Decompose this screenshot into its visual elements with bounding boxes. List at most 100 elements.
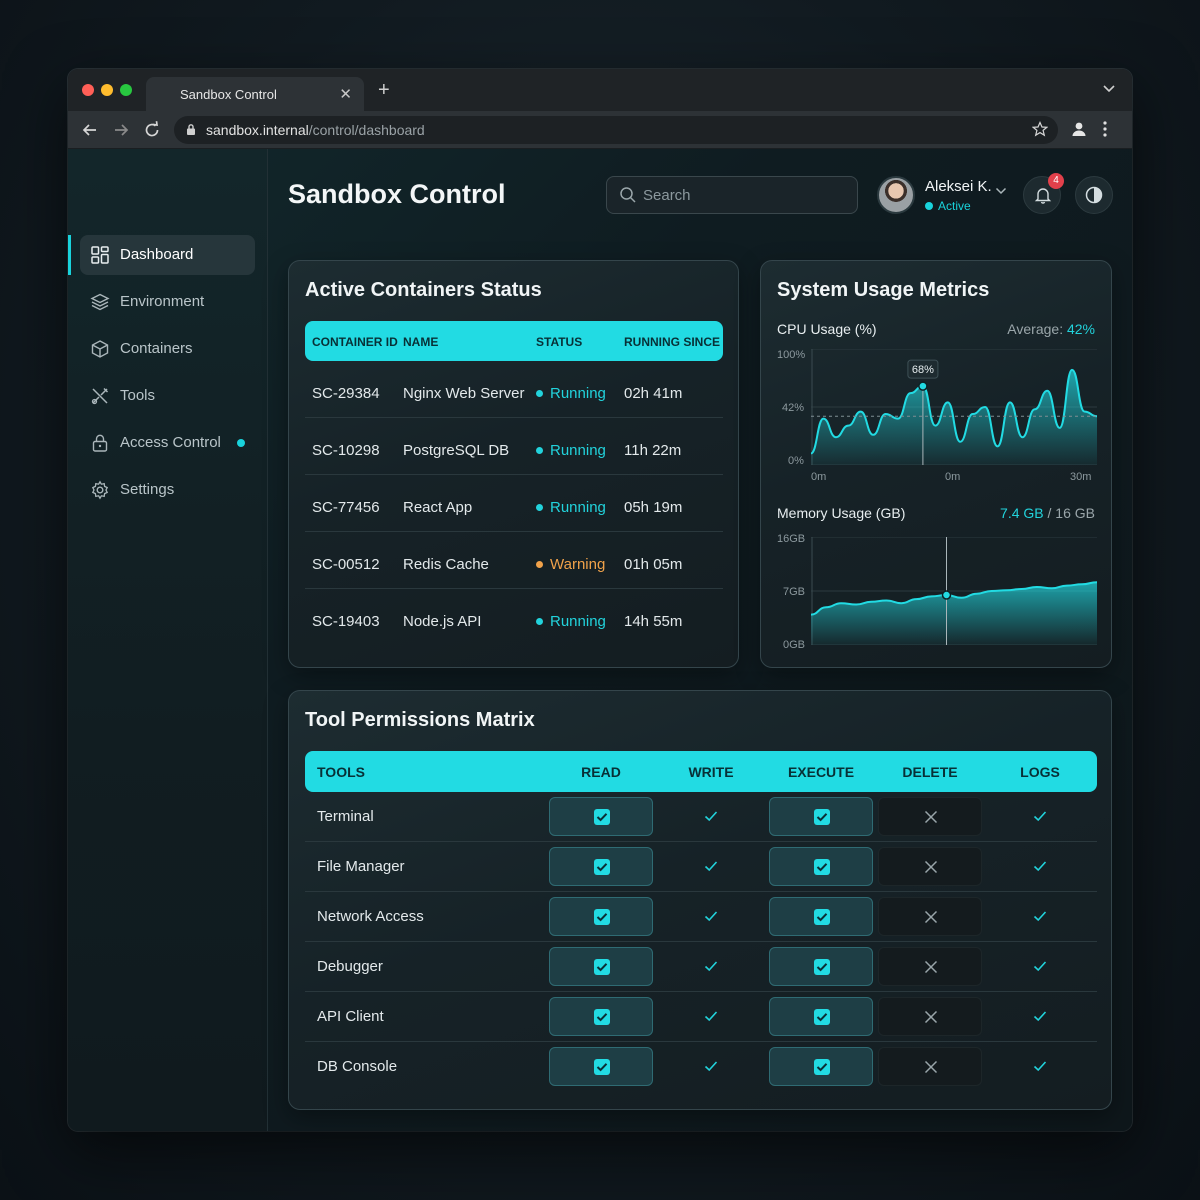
url-field[interactable]: sandbox.internal/control/dashboard bbox=[174, 116, 1058, 144]
sidebar-item-label: Access Control bbox=[120, 434, 221, 451]
container-name: PostgreSQL DB bbox=[403, 442, 510, 459]
tool-name: DB Console bbox=[317, 1058, 398, 1075]
bookmark-star-icon[interactable] bbox=[1032, 121, 1048, 137]
table-row[interactable]: SC-77456 React App Running 05h 19m bbox=[305, 475, 723, 532]
sidebar: Dashboard Environment Containers Tools A… bbox=[68, 149, 268, 1131]
permission-toggle-delete[interactable] bbox=[878, 947, 982, 986]
search-box[interactable] bbox=[606, 176, 858, 214]
container-id: SC-00512 bbox=[312, 556, 380, 573]
permission-checkbox-read[interactable] bbox=[549, 947, 653, 986]
tool-name: Debugger bbox=[317, 958, 383, 975]
containers-card: Active Containers Status CONTAINER ID NA… bbox=[288, 260, 739, 668]
avatar[interactable] bbox=[877, 176, 915, 214]
checkbox-checked-icon bbox=[814, 1009, 830, 1025]
table-row[interactable]: SC-10298 PostgreSQL DB Running 11h 22m bbox=[305, 418, 723, 475]
profile-icon[interactable] bbox=[1070, 120, 1088, 138]
permission-checkbox-execute[interactable] bbox=[769, 997, 873, 1036]
column-header[interactable]: CONTAINER ID bbox=[312, 335, 398, 349]
sidebar-item-dashboard[interactable]: Dashboard bbox=[80, 235, 255, 275]
permission-checkbox-read[interactable] bbox=[549, 1047, 653, 1086]
cpu-usage-label: CPU Usage (%) bbox=[777, 321, 877, 337]
browser-tab[interactable]: Sandbox Control ✕ bbox=[146, 77, 364, 111]
column-header[interactable]: EXECUTE bbox=[787, 764, 855, 780]
tab-list-chevron-icon[interactable] bbox=[1102, 83, 1116, 93]
permission-toggle-logs[interactable] bbox=[988, 847, 1092, 886]
sidebar-item-tools[interactable]: Tools bbox=[80, 376, 255, 416]
user-name[interactable]: Aleksei K. bbox=[925, 178, 992, 195]
url-path: /control/dashboard bbox=[308, 122, 425, 138]
permission-checkbox-read[interactable] bbox=[549, 997, 653, 1036]
column-header[interactable]: READ bbox=[581, 764, 621, 780]
permission-toggle-write[interactable] bbox=[659, 947, 763, 986]
table-row[interactable]: SC-29384 Nginx Web Server Running 02h 41m bbox=[305, 361, 723, 418]
permission-toggle-logs[interactable] bbox=[988, 1047, 1092, 1086]
permission-toggle-delete[interactable] bbox=[878, 1047, 982, 1086]
permission-toggle-delete[interactable] bbox=[878, 797, 982, 836]
column-header[interactable]: RUNNING SINCE bbox=[624, 335, 721, 349]
sidebar-item-access-control[interactable]: Access Control bbox=[80, 423, 255, 463]
column-header[interactable]: LOGS bbox=[1020, 764, 1060, 780]
memory-y-tick: 0GB bbox=[783, 639, 806, 651]
reload-icon[interactable] bbox=[142, 120, 162, 140]
permission-checkbox-read[interactable] bbox=[549, 897, 653, 936]
lock-icon bbox=[187, 124, 195, 135]
theme-toggle-button[interactable] bbox=[1075, 176, 1113, 214]
search-input[interactable] bbox=[643, 185, 843, 205]
running-since: 14h 55m bbox=[624, 613, 683, 630]
permission-toggle-write[interactable] bbox=[659, 897, 763, 936]
permission-checkbox-execute[interactable] bbox=[769, 897, 873, 936]
table-row[interactable]: SC-19403 Node.js API Running 14h 55m bbox=[305, 589, 723, 646]
permission-toggle-write[interactable] bbox=[659, 847, 763, 886]
cube-icon bbox=[91, 340, 109, 358]
bell-icon bbox=[1034, 188, 1052, 204]
series-area bbox=[811, 369, 1097, 465]
permission-toggle-delete[interactable] bbox=[878, 897, 982, 936]
browser-menu-icon[interactable] bbox=[1102, 120, 1108, 138]
tab-close-icon[interactable]: ✕ bbox=[339, 86, 352, 103]
close-window-button[interactable] bbox=[82, 84, 94, 96]
lock-icon bbox=[92, 434, 108, 452]
permission-toggle-write[interactable] bbox=[659, 1047, 763, 1086]
column-header[interactable]: WRITE bbox=[688, 764, 734, 780]
maximize-window-button[interactable] bbox=[120, 84, 132, 96]
page-title: Sandbox Control bbox=[288, 179, 506, 209]
sidebar-item-label: Environment bbox=[120, 293, 205, 310]
permission-checkbox-execute[interactable] bbox=[769, 947, 873, 986]
column-header[interactable]: STATUS bbox=[536, 335, 583, 349]
permission-checkbox-execute[interactable] bbox=[769, 847, 873, 886]
permission-checkbox-read[interactable] bbox=[549, 797, 653, 836]
new-tab-icon[interactable]: + bbox=[378, 79, 390, 101]
back-arrow-icon[interactable] bbox=[80, 120, 100, 140]
card-title: System Usage Metrics bbox=[777, 279, 990, 301]
column-header[interactable]: DELETE bbox=[902, 764, 958, 780]
permission-toggle-logs[interactable] bbox=[988, 897, 1092, 936]
container-name: React App bbox=[403, 499, 473, 516]
sidebar-item-settings[interactable]: Settings bbox=[80, 470, 255, 510]
sidebar-item-containers[interactable]: Containers bbox=[80, 329, 255, 369]
cpu-y-tick: 0% bbox=[788, 455, 804, 467]
sidebar-item-environment[interactable]: Environment bbox=[80, 282, 255, 322]
forward-arrow-icon[interactable] bbox=[111, 120, 131, 140]
chevron-down-icon[interactable] bbox=[995, 187, 1007, 195]
memory-used: 7.4 GB bbox=[1000, 505, 1044, 521]
permission-toggle-write[interactable] bbox=[659, 997, 763, 1036]
permission-toggle-logs[interactable] bbox=[988, 997, 1092, 1036]
permission-checkbox-read[interactable] bbox=[549, 847, 653, 886]
close-icon bbox=[924, 860, 938, 874]
permission-toggle-logs[interactable] bbox=[988, 947, 1092, 986]
memory-y-tick: 7GB bbox=[783, 586, 806, 598]
permission-toggle-delete[interactable] bbox=[878, 847, 982, 886]
permission-toggle-delete[interactable] bbox=[878, 997, 982, 1036]
close-icon bbox=[924, 1060, 938, 1074]
close-icon bbox=[924, 1010, 938, 1024]
permission-checkbox-execute[interactable] bbox=[769, 797, 873, 836]
table-row[interactable]: SC-00512 Redis Cache Warning 01h 05m bbox=[305, 532, 723, 589]
permission-toggle-write[interactable] bbox=[659, 797, 763, 836]
permission-toggle-logs[interactable] bbox=[988, 797, 1092, 836]
column-header[interactable]: TOOLS bbox=[317, 764, 365, 780]
permission-checkbox-execute[interactable] bbox=[769, 1047, 873, 1086]
column-header[interactable]: NAME bbox=[403, 335, 439, 349]
series-line bbox=[811, 581, 1097, 616]
search-icon bbox=[620, 187, 636, 203]
minimize-window-button[interactable] bbox=[101, 84, 113, 96]
